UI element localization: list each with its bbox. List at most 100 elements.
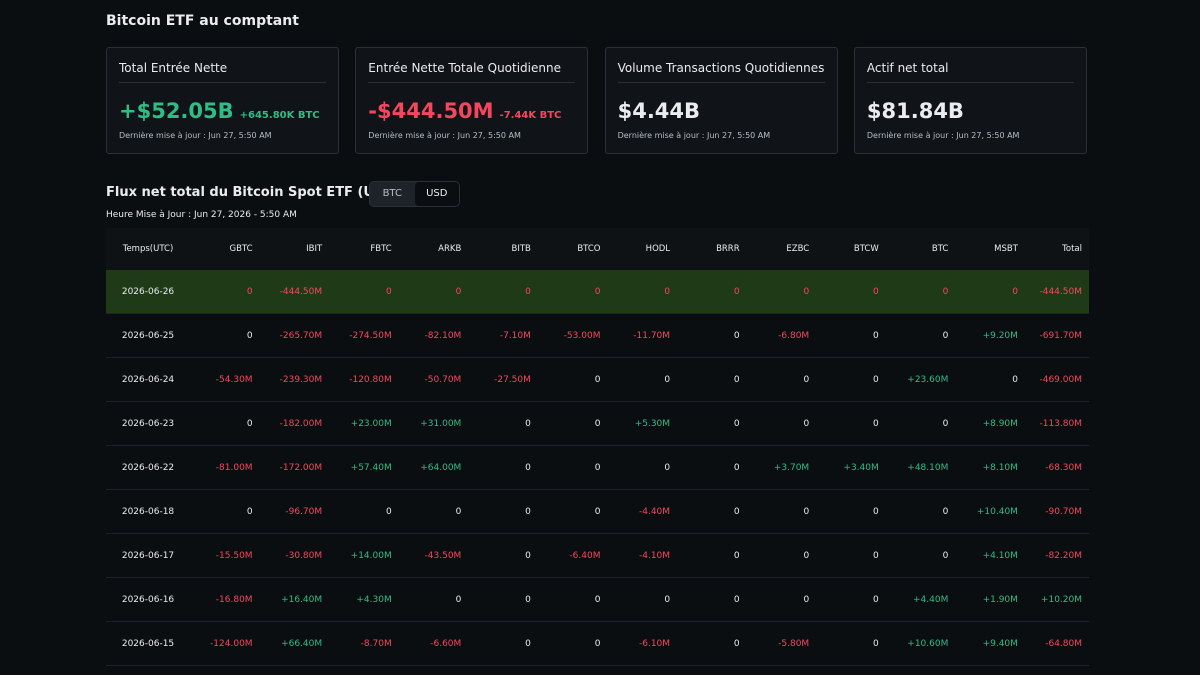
flow-cell: -8.70M xyxy=(329,621,399,666)
flow-cell: 0 xyxy=(190,270,260,314)
flow-cell: +4.30M xyxy=(329,577,399,622)
card-updated: Dernière mise à jour : Jun 27, 5:50 AM xyxy=(617,131,771,140)
flow-cell: 0 xyxy=(468,577,538,622)
flow-cell: 0 xyxy=(398,489,469,534)
section-title: Flux net total du Bitcoin Spot ETF (USD) xyxy=(106,185,401,200)
flow-cell: 0 xyxy=(885,401,956,446)
flow-cell: 0 xyxy=(468,401,538,446)
flow-cell: -691.70M xyxy=(1024,313,1089,358)
flow-cell: 0 xyxy=(816,357,886,402)
flow-cell: 0 xyxy=(607,270,678,314)
stat-card: Entrée Nette Totale Quotidienne -$444.50M… xyxy=(355,47,589,154)
column-header: MSBT xyxy=(955,228,1025,270)
flow-cell: 0 xyxy=(537,270,608,314)
card-value-text: $4.44B xyxy=(617,99,701,123)
flow-cell: 0 xyxy=(746,357,817,402)
flow-cell: +48.10M xyxy=(885,445,956,490)
table-row: 2026-06-15 -124.00M +66.40M -8.70M -6.60M 0 0-… xyxy=(106,621,1089,666)
flow-cell: -6.40M xyxy=(537,533,608,578)
flow-cell: 0 xyxy=(468,533,538,578)
flow-cell: 0 xyxy=(468,621,538,666)
column-header: FBTC xyxy=(329,228,399,270)
flow-cell: 0 xyxy=(955,270,1025,314)
table-row: 2026-06-18 0 -96.70M 0 0 0 0 -4.40M 0 0 0 0 +10.40M -… xyxy=(106,489,1089,534)
table-row: 2026-06-23 0 -182.00M +23.00M +31.00M 0 0 +5.30… xyxy=(106,401,1089,446)
flow-cell: 0 xyxy=(885,533,956,578)
flow-cell: 0 xyxy=(190,313,260,358)
flow-cell: 0 xyxy=(816,401,886,446)
flow-cell: +5.30M xyxy=(607,401,678,446)
flow-cell: 0 xyxy=(677,577,747,622)
flow-cell: -469.00M xyxy=(1024,357,1089,402)
toggle-option[interactable]: USD xyxy=(414,182,459,206)
card-updated: Dernière mise à jour : Jun 27, 5:50 AM xyxy=(866,131,1020,140)
flow-cell: +14.00M xyxy=(329,533,399,578)
flow-cell: 0 xyxy=(468,489,538,534)
toggle-option[interactable]: BTC xyxy=(382,188,402,199)
flow-cell: 0 xyxy=(329,270,399,314)
unit-toggle: BTC USD xyxy=(369,181,460,207)
flow-cell: -120.80M xyxy=(329,357,399,402)
flow-cell: 0 xyxy=(537,489,608,534)
card-label: Total Entrée Nette xyxy=(119,61,326,83)
table-row: 2026-06-25 0 -265.70M -274.50M -82.10M -7.10M… xyxy=(106,313,1089,358)
table-row: 2026-06-24 -54.30M -239.30M -120.80M -50.70M… xyxy=(106,357,1089,402)
column-header: Total xyxy=(1024,228,1089,270)
column-header: BTC xyxy=(885,228,956,270)
flow-cell: -15.50M xyxy=(190,533,260,578)
flow-cell: 0 xyxy=(607,357,678,402)
flow-cell: 0 xyxy=(955,357,1025,402)
card-value: $4.44B xyxy=(618,99,700,123)
flow-table: Temps(UTC) GBTC IBIT FBTC ARKB BITB BTCO HODL BR… xyxy=(106,228,1089,666)
flow-cell: -113.80M xyxy=(1024,401,1089,446)
flow-cell: -82.10M xyxy=(398,313,469,358)
card-updated: Dernière mise à jour : Jun 27, 5:50 AM xyxy=(119,131,272,140)
flow-cell: 0 xyxy=(677,489,747,534)
flow-cell: -53.00M xyxy=(537,313,608,358)
flow-cell: 0 xyxy=(329,489,399,534)
date-cell: 2026-06-16 xyxy=(106,577,190,622)
column-header: HODL xyxy=(607,228,678,270)
flow-cell: -43.50M xyxy=(398,533,469,578)
flow-cell: 0 xyxy=(537,445,608,490)
flow-cell: 0 xyxy=(885,270,956,314)
card-label: Actif net total xyxy=(866,61,1074,83)
flow-cell: -16.80M xyxy=(190,577,260,622)
date-cell: 2026-06-24 xyxy=(106,357,190,402)
flow-cell: -4.10M xyxy=(607,533,678,578)
flow-cell: 0 xyxy=(746,489,817,534)
flow-cell: +3.70M xyxy=(746,445,817,490)
flow-cell: -90.70M xyxy=(1024,489,1089,534)
flow-cell: 0 xyxy=(677,533,747,578)
flow-cell: 0 xyxy=(816,489,886,534)
flow-cell: -50.70M xyxy=(398,357,469,402)
flow-cell: 0 xyxy=(607,577,678,622)
flow-cell: +8.90M xyxy=(955,401,1025,446)
flow-cell: 0 xyxy=(190,401,260,446)
flow-cell: -274.50M xyxy=(329,313,399,358)
flow-cell: 0 xyxy=(885,489,956,534)
flow-cell: +57.40M xyxy=(329,445,399,490)
flow-cell: 0 xyxy=(537,577,608,622)
flow-cell: -124.00M xyxy=(190,621,260,666)
table-row: 2026-06-17 -15.50M -30.80M +14.00M -43.50M 0-… xyxy=(106,533,1089,578)
date-cell: 2026-06-22 xyxy=(106,445,190,490)
flow-cell: -96.70M xyxy=(259,489,330,534)
flow-cell: +1.90M xyxy=(955,577,1025,622)
date-cell: 2026-06-23 xyxy=(106,401,190,446)
date-cell: 2026-06-17 xyxy=(106,533,190,578)
flow-cell: -82.20M xyxy=(1024,533,1089,578)
flow-cell: -27.50M xyxy=(468,357,538,402)
flow-cell: 0 xyxy=(746,270,817,314)
flow-cell: +8.10M xyxy=(955,445,1025,490)
flow-cell: +31.00M xyxy=(398,401,469,446)
flow-cell: -64.80M xyxy=(1024,621,1089,666)
flow-cell: 0 xyxy=(816,621,886,666)
flow-cell: 0 xyxy=(537,357,608,402)
flow-cell: -4.40M xyxy=(607,489,678,534)
flow-cell: +64.00M xyxy=(398,445,469,490)
flow-cell: 0 xyxy=(468,270,538,314)
column-header: Temps(UTC) xyxy=(106,228,190,270)
